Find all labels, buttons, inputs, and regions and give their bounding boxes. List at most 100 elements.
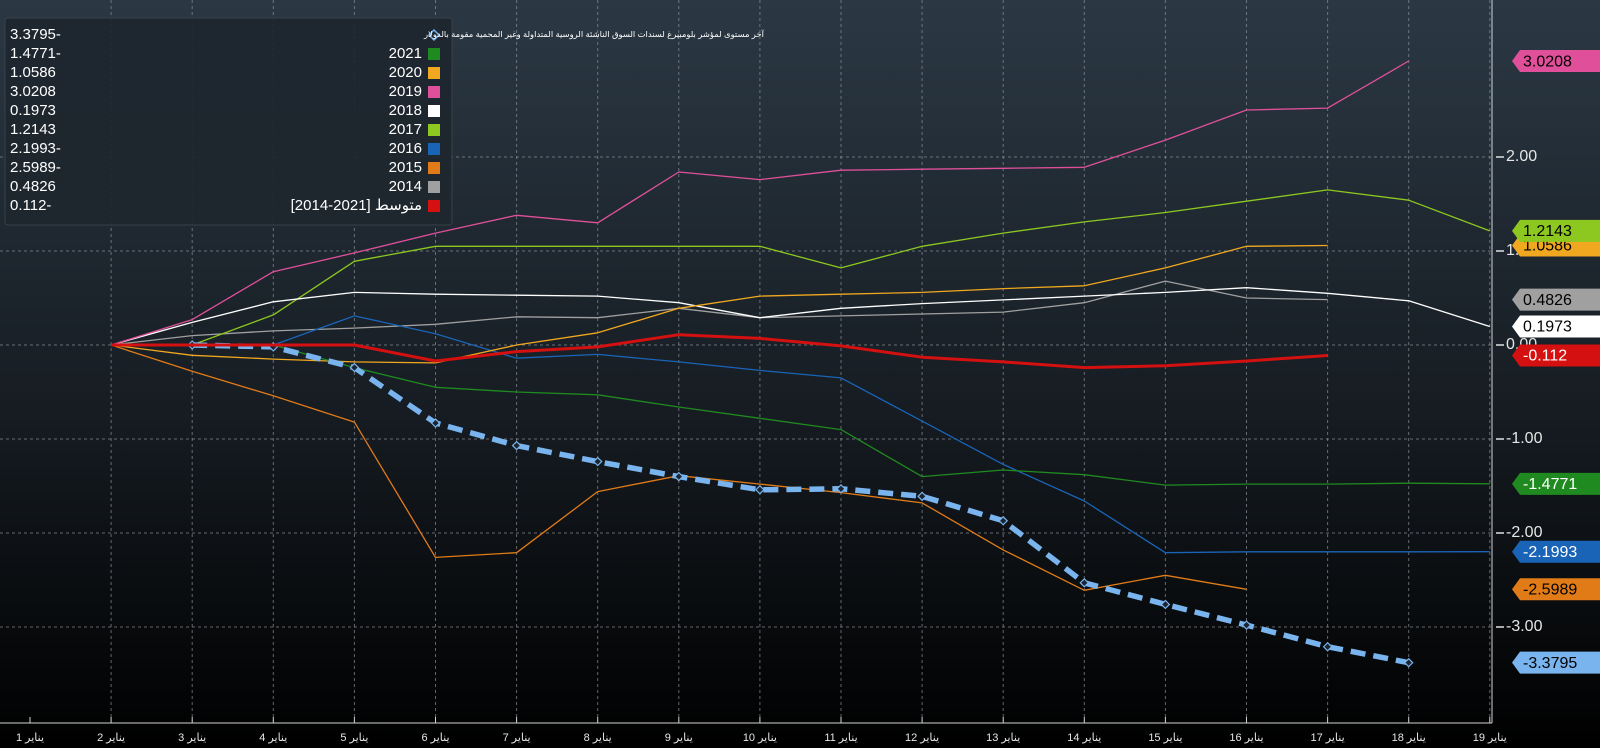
y-tick-label: -2.00 <box>1506 524 1543 541</box>
legend-label: 2014 <box>389 178 422 195</box>
x-tick-label: 13 يناير <box>986 732 1020 744</box>
x-tick-label: 18 يناير <box>1392 732 1426 744</box>
series-line <box>111 280 1328 346</box>
value-tag <box>1512 344 1600 367</box>
series-line <box>111 333 1328 370</box>
legend-swatch <box>427 28 441 42</box>
legend-label: آخر مستوى لمؤشر بلومبيرغ لسندات السوق ال… <box>423 29 765 39</box>
legend-label: متوسط [2021-2014] <box>291 197 422 214</box>
legend: 3.3795- آخر مستوى لمؤشر بلومبيرغ لسندات ا… <box>4 17 765 226</box>
legend-label: 2017 <box>389 121 422 138</box>
x-tick-label: 3 يناير <box>178 732 206 744</box>
point-marker <box>673 471 684 482</box>
value-tag-label: 1.0586 <box>1523 238 1572 255</box>
x-tick-label: 11 يناير <box>824 732 857 744</box>
point-marker <box>836 483 846 494</box>
value-tag-label: 0.4826 <box>1523 292 1572 309</box>
x-tick-label: 6 يناير <box>421 732 449 744</box>
value-tag-label: 3.0208 <box>1523 53 1572 70</box>
x-tick-label: 16 يناير <box>1229 732 1263 744</box>
point-marker <box>755 484 765 495</box>
value-tag-label: -3.3795 <box>1523 655 1577 672</box>
point-marker <box>511 440 522 451</box>
legend-label: 2021 <box>389 45 422 62</box>
legend-label: 2018 <box>389 102 422 119</box>
legend-swatch <box>428 162 440 174</box>
legend-value: 0.112- <box>10 197 51 214</box>
value-tag <box>1512 288 1600 311</box>
x-tick-label: 7 يناير <box>503 732 531 744</box>
series-line <box>110 60 1410 346</box>
series-line <box>191 189 1491 346</box>
series-line <box>192 342 1410 666</box>
legend-box <box>4 17 453 226</box>
legend-label: 2020 <box>389 64 422 81</box>
series-line <box>111 315 1490 554</box>
value-tag <box>1512 219 1600 242</box>
x-tick-label: 4 يناير <box>259 732 287 744</box>
legend-swatch <box>428 143 440 155</box>
legend-value: 1.2143 <box>10 121 56 138</box>
x-tick-label: 10 يناير <box>743 732 777 744</box>
value-tag-label: -1.4771 <box>1523 476 1577 493</box>
y-tick-label: -3.00 <box>1506 618 1543 635</box>
legend-value: 1.4771- <box>10 45 61 62</box>
series-line <box>110 287 1490 346</box>
legend-label: 2016 <box>389 140 422 157</box>
legend-swatch <box>428 48 440 60</box>
value-tag-label: -0.112 <box>1523 348 1567 365</box>
value-tag-label: -2.1993 <box>1523 544 1577 561</box>
value-tag-label: 1.2143 <box>1523 223 1572 240</box>
y-tick-label: -1.00 <box>1506 430 1543 447</box>
x-tick-label: 12 يناير <box>905 732 939 744</box>
value-tag <box>1512 540 1600 563</box>
legend-swatch <box>428 124 440 136</box>
point-marker <box>592 456 603 467</box>
legend-swatch <box>428 200 440 212</box>
value-tag <box>1512 651 1600 674</box>
point-marker <box>430 418 441 428</box>
point-marker <box>1160 599 1171 610</box>
value-tag <box>1512 472 1600 495</box>
y-tick-label: 2.00 <box>1506 148 1537 165</box>
legend-label: 2019 <box>389 83 422 100</box>
series-line <box>111 244 1328 364</box>
value-tag-label: 0.1973 <box>1523 319 1572 336</box>
point-marker <box>1403 657 1414 668</box>
point-marker <box>349 362 360 373</box>
legend-value: 3.0208 <box>10 83 56 100</box>
x-tick-label: 9 يناير <box>665 732 693 744</box>
legend-swatch <box>428 86 440 98</box>
x-tick-label: 17 يناير <box>1311 732 1345 744</box>
legend-swatch <box>428 181 440 193</box>
value-tag <box>1512 315 1600 338</box>
point-marker <box>917 491 927 502</box>
point-marker <box>1241 620 1252 630</box>
legend-swatch <box>428 105 440 117</box>
legend-value: 1.0586 <box>10 64 56 81</box>
x-tick-label: 2 يناير <box>97 732 125 744</box>
value-tag <box>1512 578 1600 601</box>
point-marker <box>998 515 1009 526</box>
point-marker <box>1079 577 1090 588</box>
x-tick-label: 19 يناير <box>1473 732 1507 744</box>
legend-label: 2015 <box>389 159 422 176</box>
value-tag <box>1512 50 1600 73</box>
legend-value: 0.1973 <box>10 102 56 119</box>
x-tick-label: 5 يناير <box>340 732 368 744</box>
x-tick-label: 15 يناير <box>1148 732 1182 744</box>
legend-value: 2.1993- <box>10 140 61 157</box>
legend-value: 2.5989- <box>10 159 61 176</box>
x-tick-label: 14 يناير <box>1067 732 1101 744</box>
legend-value: 0.4826 <box>10 178 56 195</box>
legend-value: 3.3795- <box>10 26 61 43</box>
point-marker <box>1322 641 1333 652</box>
legend-swatch <box>428 67 440 79</box>
x-tick-label: 8 يناير <box>584 732 612 744</box>
x-tick-label: 1 يناير <box>16 732 44 744</box>
value-tag-label: -2.5989 <box>1523 582 1577 599</box>
plot <box>110 60 1491 668</box>
